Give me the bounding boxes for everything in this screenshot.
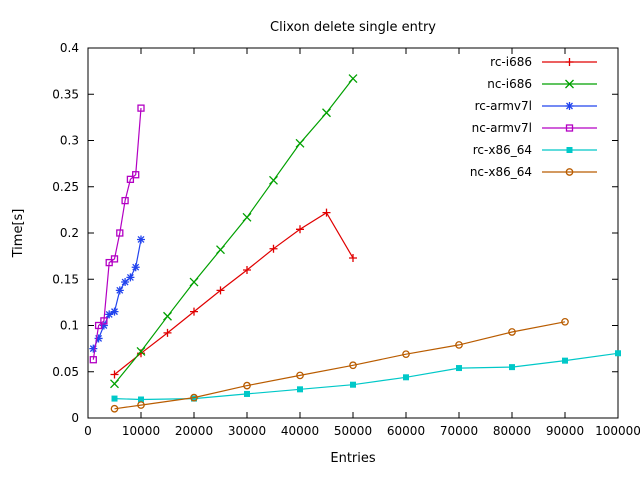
legend-entry-rc-i686: rc-i686 bbox=[490, 55, 597, 69]
x-tick-label: 20000 bbox=[175, 424, 213, 438]
y-axis-label: Time[s] bbox=[11, 209, 26, 259]
chart-title: Clixon delete single entry bbox=[270, 20, 436, 35]
y-tick-label: 0.3 bbox=[60, 134, 79, 148]
x-tick-label: 90000 bbox=[546, 424, 584, 438]
legend-label: nc-x86_64 bbox=[470, 165, 532, 179]
x-tick-label: 10000 bbox=[122, 424, 160, 438]
x-tick-label: 100000 bbox=[595, 424, 640, 438]
y-tick-label: 0.05 bbox=[52, 365, 79, 379]
legend: rc-i686 nc-i686 rc-armv7l nc-armv7l rc-x86_6… bbox=[470, 55, 597, 179]
series-rc-x86_64 bbox=[111, 350, 621, 403]
x-tick-label: 50000 bbox=[334, 424, 372, 438]
series-rc-armv7l bbox=[89, 235, 145, 353]
legend-label: nc-i686 bbox=[487, 77, 532, 91]
legend-label: rc-armv7l bbox=[475, 99, 532, 113]
x-tick-label: 60000 bbox=[387, 424, 425, 438]
legend-entry-nc-i686: nc-i686 bbox=[487, 77, 597, 91]
y-tick-label: 0.15 bbox=[52, 272, 79, 286]
legend-label: nc-armv7l bbox=[472, 121, 532, 135]
legend-label: rc-x86_64 bbox=[473, 143, 532, 157]
x-tick-label: 80000 bbox=[493, 424, 531, 438]
x-tick-label: 30000 bbox=[228, 424, 266, 438]
legend-entry-rc-armv7l: rc-armv7l bbox=[475, 99, 597, 113]
series-nc-armv7l bbox=[89, 104, 145, 364]
series-rc-i686 bbox=[110, 208, 357, 379]
y-tick-label: 0.25 bbox=[52, 180, 79, 194]
y-tick-label: 0.2 bbox=[60, 226, 79, 240]
legend-entry-rc-x86_64: rc-x86_64 bbox=[473, 143, 597, 157]
y-tick-label: 0 bbox=[71, 411, 79, 425]
series-nc-x86_64 bbox=[110, 317, 569, 413]
legend-label: rc-i686 bbox=[490, 55, 532, 69]
axes: 0 10000 20000 30000 40000 50000 60000 70000 8000… bbox=[52, 41, 640, 438]
y-tick-label: 0.4 bbox=[60, 41, 79, 55]
y-tick-label: 0.1 bbox=[60, 319, 79, 333]
x-tick-label: 0 bbox=[84, 424, 92, 438]
legend-entry-nc-x86_64: nc-x86_64 bbox=[470, 165, 597, 179]
x-tick-label: 40000 bbox=[281, 424, 319, 438]
y-tick-label: 0.35 bbox=[52, 87, 79, 101]
x-tick-label: 70000 bbox=[440, 424, 478, 438]
x-axis-label: Entries bbox=[330, 451, 376, 466]
legend-entry-nc-armv7l: nc-armv7l bbox=[472, 121, 597, 135]
series-nc-i686 bbox=[110, 74, 358, 389]
